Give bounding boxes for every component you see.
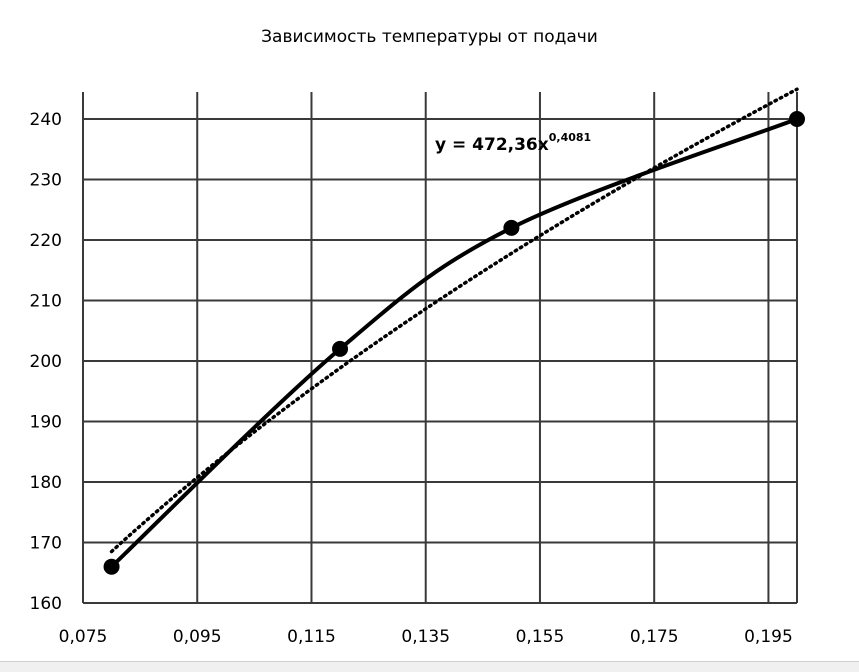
y-tick-label: 190 — [30, 413, 62, 433]
chart-title: Зависимость температуры от подачи — [261, 27, 598, 47]
x-tick-label: 0,175 — [630, 627, 679, 647]
y-tick-label: 170 — [30, 534, 62, 554]
y-tick-label: 200 — [30, 352, 62, 372]
trendline-equation: y = 472,36x0,4081 — [435, 131, 591, 155]
x-tick-label: 0,095 — [173, 627, 222, 647]
data-point — [789, 111, 805, 127]
x-tick-label: 0,155 — [516, 627, 565, 647]
y-tick-label: 180 — [30, 473, 62, 493]
series-line — [109, 117, 799, 569]
x-tick-label: 0,115 — [287, 627, 336, 647]
data-point — [103, 558, 120, 575]
data-point — [503, 219, 520, 236]
data-point — [332, 340, 349, 357]
x-tick-label: 0,075 — [59, 627, 108, 647]
y-tick-label: 160 — [30, 594, 62, 614]
x-tick-label: 0,195 — [744, 627, 793, 647]
y-tick-label: 240 — [30, 110, 62, 130]
equation-exponent: 0,4081 — [549, 131, 591, 144]
grid — [82, 92, 798, 604]
tick-labels: 160 170 180 190 200 210 220 230 240 0,075 0,095 0,1… — [30, 110, 793, 647]
y-tick-label: 230 — [30, 171, 62, 191]
x-tick-label: 0,135 — [401, 627, 450, 647]
equation-base: y = 472,36x — [435, 135, 549, 155]
y-tick-label: 210 — [30, 292, 62, 312]
bottom-divider — [0, 661, 859, 672]
y-tick-label: 220 — [30, 231, 62, 251]
series — [103, 111, 805, 575]
